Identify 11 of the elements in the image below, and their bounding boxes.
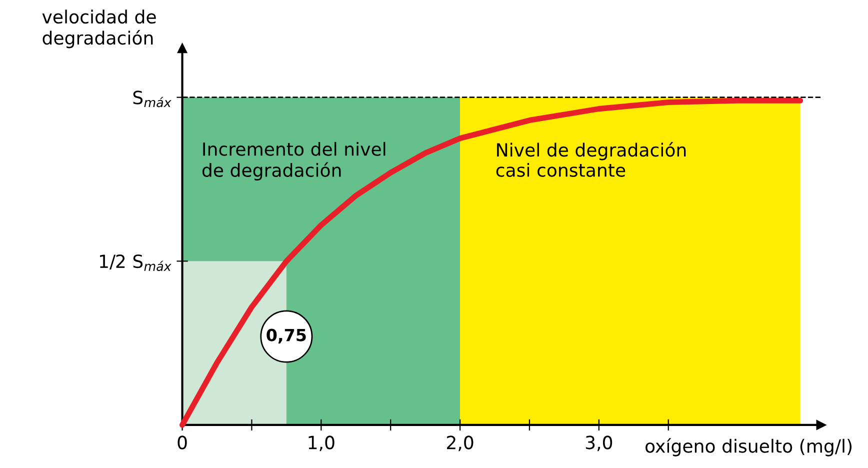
- annotation: Nivel de degradación casi constante: [496, 142, 686, 177]
- x-tick-label: 2,0: [447, 436, 474, 452]
- x-tick-label: 0: [178, 436, 187, 450]
- annotation: Incremento del nivel de degradación: [202, 142, 386, 181]
- x-axis-title: oxígeno disuelto (mg/l): [646, 438, 852, 456]
- x-tick-label: 3,0: [586, 436, 612, 452]
- ref-line-label: 1/2 S$_{máx}$: [100, 254, 172, 272]
- ref-line-label: S$_{máx}$: [133, 90, 172, 108]
- annotation: 0,75: [266, 328, 306, 344]
- y-axis-title: velocidad de degradación: [42, 10, 156, 48]
- x-tick-label: 1,0: [308, 436, 334, 452]
